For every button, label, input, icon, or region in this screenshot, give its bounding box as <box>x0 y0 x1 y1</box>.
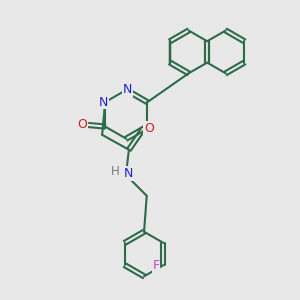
Text: O: O <box>144 122 154 134</box>
Text: N: N <box>123 83 132 97</box>
Text: H: H <box>111 166 120 178</box>
Text: N: N <box>99 96 109 109</box>
Text: N: N <box>124 167 134 180</box>
Text: F: F <box>152 259 160 272</box>
Text: O: O <box>77 118 87 131</box>
